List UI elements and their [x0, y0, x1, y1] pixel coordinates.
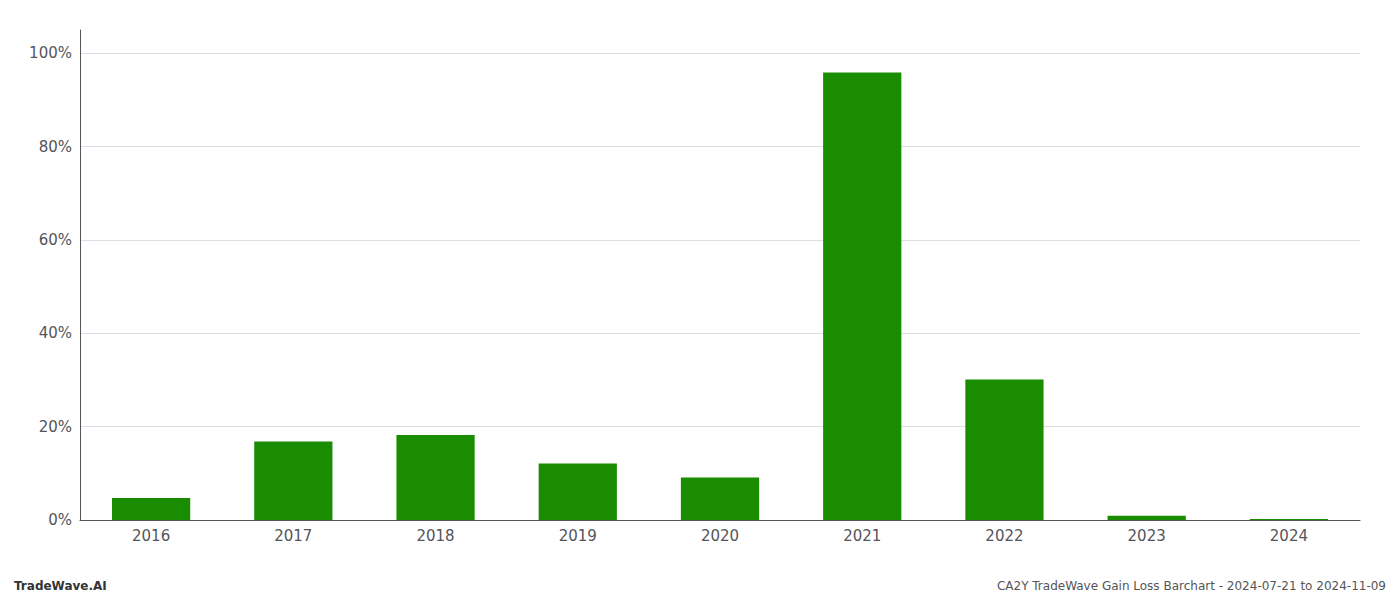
- svg-text:CA2Y TradeWave Gain Loss Barch: CA2Y TradeWave Gain Loss Barchart - 2024…: [997, 579, 1386, 593]
- svg-text:80%: 80%: [39, 138, 72, 156]
- svg-text:2023: 2023: [1128, 527, 1166, 545]
- svg-text:2024: 2024: [1270, 527, 1308, 545]
- svg-text:2017: 2017: [274, 527, 312, 545]
- svg-text:0%: 0%: [48, 511, 72, 529]
- svg-text:100%: 100%: [29, 44, 72, 62]
- svg-text:40%: 40%: [39, 324, 72, 342]
- svg-text:2018: 2018: [416, 527, 454, 545]
- svg-text:2021: 2021: [843, 527, 881, 545]
- svg-text:2019: 2019: [559, 527, 597, 545]
- svg-text:2016: 2016: [132, 527, 170, 545]
- svg-text:20%: 20%: [39, 418, 72, 436]
- svg-text:60%: 60%: [39, 231, 72, 249]
- svg-text:2020: 2020: [701, 527, 739, 545]
- svg-text:2022: 2022: [985, 527, 1023, 545]
- svg-text:TradeWave.AI: TradeWave.AI: [14, 579, 107, 593]
